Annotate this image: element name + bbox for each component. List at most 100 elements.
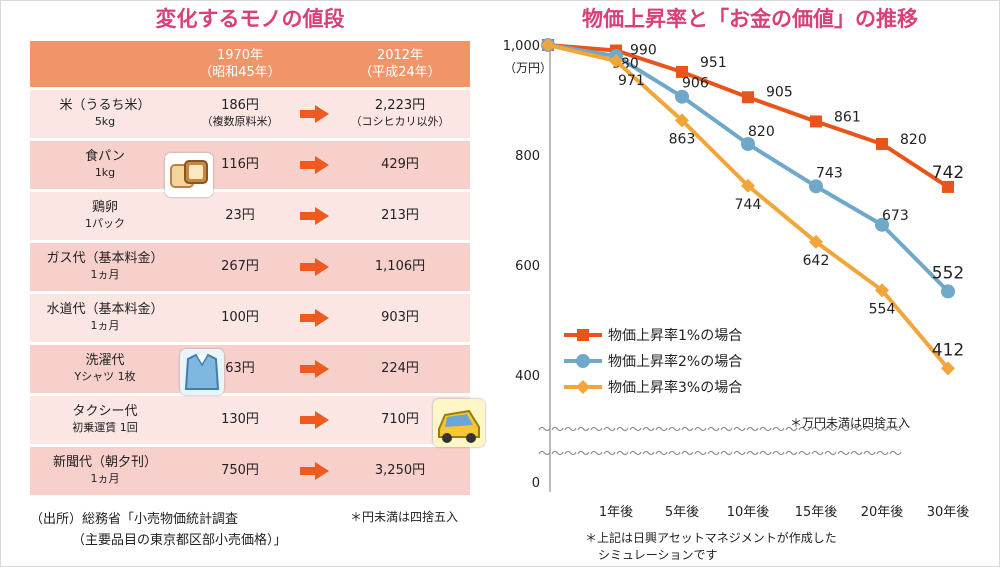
arrow-cell [300,90,330,138]
item-cell: 鶏卵 1パック [30,192,180,240]
arrow-right-icon [300,207,330,225]
data-point [810,115,822,128]
data-point [875,283,889,298]
price-1970-value: 130円 [221,412,259,427]
data-point [809,179,823,194]
data-label: 820 [748,124,775,140]
data-label: 905 [766,84,793,100]
item-unit: 1パック [85,217,125,230]
price-2012-value: 224円 [381,361,419,376]
data-point [941,361,955,376]
data-label: 990 [630,43,657,59]
arrow-right-icon [300,411,330,429]
item-cell: 洗濯代 Yシャツ 1枚 [30,345,180,393]
price-2012: 224円 [330,345,470,393]
price-1970: 267円 [180,243,300,291]
x-tick-label: 10年後 [727,505,770,520]
price-2012: 213円 [330,192,470,240]
header-1970-year: 1970年 [216,48,264,63]
arrow-cell [300,396,330,444]
item-unit: 1ヵ月 [90,268,120,281]
y-axis-unit-label: （万円） [504,61,552,75]
arrow-cell [300,345,330,393]
header-arrow [300,41,330,87]
table-row: 新聞代（朝夕刊） 1ヵ月 750円 3,250円 [30,447,470,495]
data-point [741,178,755,193]
item-name: 洗濯代 [85,353,125,368]
price-1970-value: 100円 [221,310,259,325]
y-tick-label: 600 [515,259,540,274]
source-line-2: （主要品目の東京都区部小売価格）」 [72,533,287,548]
y-tick-label: 0 [532,476,540,491]
price-2012: 429円 [330,141,470,189]
data-label: 971 [618,73,645,89]
item-name: 新聞代（朝夕刊） [52,455,157,470]
taxi-icon [433,399,485,447]
header-1970-era: （昭和45年） [199,65,281,80]
data-point [742,91,754,104]
header-item [30,41,180,87]
table-row: 洗濯代 Yシャツ 1枚 63円 224円 [30,345,470,393]
price-2012-value: 903円 [381,310,419,325]
x-tick-label: 30年後 [927,505,970,520]
price-1970-value: 116円 [221,157,259,172]
arrow-cell [300,294,330,342]
data-point [741,137,755,151]
series-line [547,43,950,293]
data-label: 742 [932,163,964,183]
header-2012-era: （平成24年） [359,65,441,80]
item-cell: タクシー代初乗運賃 1回 [30,396,180,444]
arrow-cell [300,447,330,495]
price-1970-value: 23円 [225,208,255,223]
data-label: 673 [882,208,909,224]
price-2012-note: （コシヒカリ以外） [350,115,450,128]
arrow-right-icon [300,462,330,480]
data-label: 863 [669,131,696,147]
shirt-icon [180,349,224,395]
price-2012-value: 2,223円 [374,98,426,113]
item-unit: 1kg [94,166,116,179]
data-point [942,180,954,193]
table-row: 食パン 1kg 116円 429円 [30,141,470,189]
item-cell: 米（うるち米） 5kg [30,90,180,138]
item-name: ガス代（基本料金） [46,251,164,266]
item-unit: 初乗運賃 1回 [72,421,138,434]
table-row: 水道代（基本料金） 1ヵ月 100円 903円 [30,294,470,342]
arrow-right-icon [300,258,330,276]
legend-marker [576,380,590,394]
price-1970: 130円 [180,396,300,444]
arrow-right-icon [300,360,330,378]
item-cell: 新聞代（朝夕刊） 1ヵ月 [30,447,180,495]
axis-break-mark: 〜〜〜〜〜〜〜〜〜〜〜〜〜〜〜〜〜〜〜〜〜〜〜〜〜〜〜〜 [538,447,902,462]
legend-marker [576,354,590,368]
x-tick-label: 15年後 [795,505,838,520]
legend-marker [577,329,589,341]
item-name: 食パン [85,149,125,164]
price-2012-value: 429円 [381,157,419,172]
item-cell: ガス代（基本料金） 1ヵ月 [30,243,180,291]
item-unit: 5kg [94,115,116,128]
left-panel-title: 変化するモノの値段 [155,7,345,31]
legend-label: 物価上昇率2%の場合 [608,353,742,370]
y-tick-label: 800 [515,149,540,164]
price-1970: 23円 [180,192,300,240]
price-2012: 903円 [330,294,470,342]
header-1970: 1970年 （昭和45年） [180,41,300,87]
arrow-cell [300,141,330,189]
arrow-cell [300,192,330,240]
data-point [676,65,688,78]
item-name: 米（うるち米） [59,98,151,113]
chart-source-note-1: ＊上記は日興アセットマネジメントが作成した [585,531,837,545]
data-label: 554 [869,301,896,317]
x-tick-label: 20年後 [861,505,904,520]
price-2012: 3,250円 [330,447,470,495]
price-1970: 186円 （複数原料米） [180,90,300,138]
data-label: 744 [735,197,762,213]
chart-source-note-2: シミュレーションです [598,548,718,562]
arrow-right-icon [300,105,330,123]
header-2012: 2012年 （平成24年） [330,41,470,87]
data-point [609,53,623,68]
item-name: タクシー代 [72,404,138,419]
data-point [675,89,689,104]
price-2012-value: 3,250円 [374,463,426,478]
